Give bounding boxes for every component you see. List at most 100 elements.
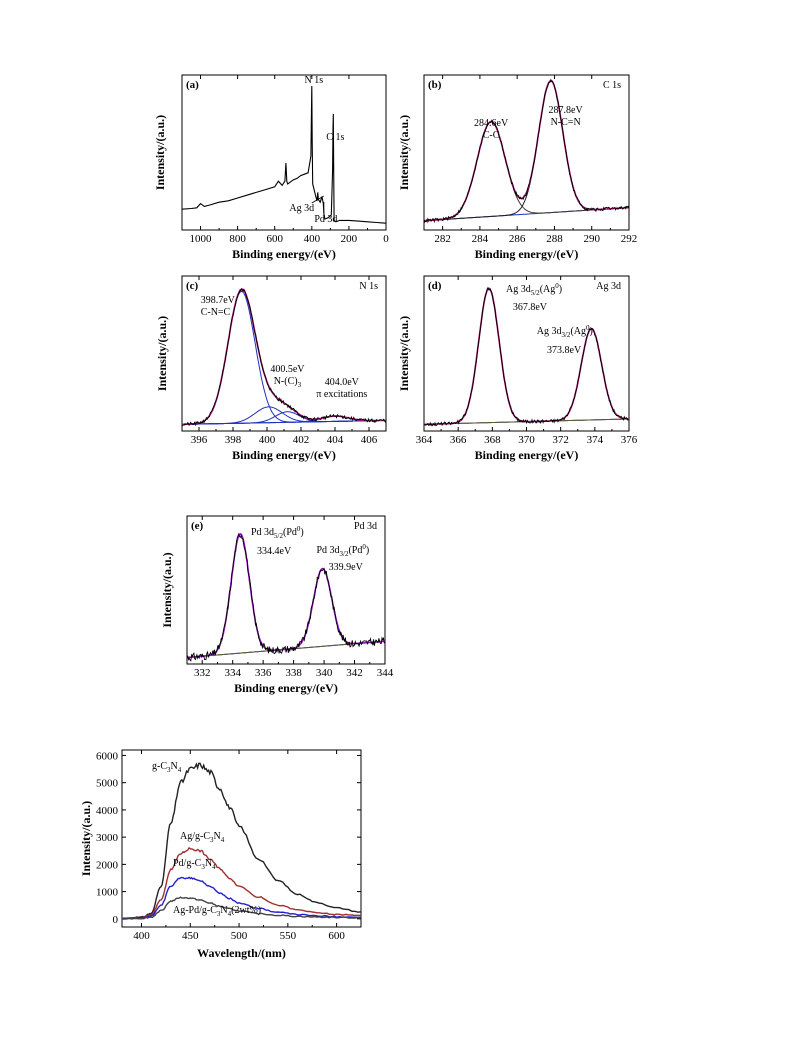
x-tick-label: 400: [304, 233, 321, 245]
fit-component-1: [424, 120, 630, 222]
x-tick-label: 342: [346, 667, 363, 679]
y-axis-label: Intensity/(a.u.): [155, 316, 169, 391]
peak-annotation: 373.8eV: [547, 345, 582, 356]
x-tick-label: 400: [259, 434, 276, 446]
y-tick-label: 2000: [96, 859, 119, 871]
x-tick-label: 376: [621, 434, 638, 446]
peak-annotation: 334.4eV: [257, 546, 292, 557]
x-tick-label: 550: [280, 930, 297, 942]
y-axis-label: Intensity/(a.u.): [79, 801, 93, 876]
x-tick-label: 334: [224, 667, 241, 679]
peak-annotation: Pd 3d5/2(Pd0): [251, 525, 304, 540]
x-tick-label: 366: [450, 434, 467, 446]
peak-annotation: Ag 3d3/2(Ag0): [537, 324, 593, 339]
pd3d-label: Pd 3d: [314, 214, 337, 225]
y-axis-label: Intensity/(a.u.): [397, 316, 411, 391]
peak-annotation: 404.0eV: [325, 377, 360, 388]
x-tick-label: 372: [552, 434, 569, 446]
x-axis-label: Binding energy/(eV): [232, 448, 336, 462]
panel-a: 1000 800 600 400 200 0 Binding energy/(eV) Inte…: [153, 74, 389, 261]
panel-corner-label: N 1s: [359, 281, 378, 292]
x-tick-label: 1000: [190, 233, 213, 245]
series-label: Ag-Pd/g-C3N4(2wt%): [173, 905, 261, 918]
x-tick-label: 340: [316, 667, 333, 679]
x-axis-label: Binding energy/(eV): [475, 247, 579, 261]
series-label: Ag/g-C3N4: [180, 831, 225, 844]
series-label: Pd/g-C3N4: [173, 858, 216, 871]
x-tick-label: 288: [546, 233, 563, 245]
peak-annotation: 367.8eV: [513, 302, 548, 313]
x-tick-label: 286: [509, 233, 526, 245]
x-tick-label: 284: [472, 233, 489, 245]
plot-frame: [181, 74, 387, 231]
peak-annotation: N-C=N: [551, 117, 581, 128]
y-tick-label: 5000: [96, 778, 119, 790]
panel-label: (d): [428, 280, 442, 292]
x-tick-label: 338: [285, 667, 302, 679]
x-tick-label: 290: [583, 233, 600, 245]
x-tick-label: 398: [225, 434, 242, 446]
x-axis-label: Binding energy/(eV): [234, 681, 338, 695]
x-tick-label: 600: [266, 233, 283, 245]
x-tick-label: 374: [587, 434, 604, 446]
raw-data-series: [423, 78, 630, 224]
panel-d: 364 366 368 370 372 374 376 Binding energy/(eV)…: [397, 275, 638, 462]
peak-annotation: N-(C)3: [274, 376, 302, 389]
panel-corner-label: Pd 3d: [354, 521, 377, 532]
x-tick-label: 364: [416, 434, 433, 446]
x-tick-label: 344: [377, 667, 394, 679]
x-axis-label: Binding energy/(eV): [475, 448, 579, 462]
peak-annotation: 284.6eV: [474, 118, 509, 129]
plot-frame: [423, 74, 630, 231]
y-tick-label: 1000: [96, 887, 119, 899]
panel-corner-label: C 1s: [603, 80, 621, 91]
peak-annotation: C-N=C: [201, 307, 231, 318]
panel-b: 282 284 286 288 290 292 Binding energy/(eV) Int…: [397, 74, 637, 261]
panel-corner-label: Ag 3d: [596, 281, 621, 292]
plot-frame: [186, 515, 386, 665]
peak-annotation: Ag 3d5/2(Ag0): [506, 282, 562, 297]
y-tick-label: 0: [113, 914, 119, 926]
x-tick-label: 332: [194, 667, 211, 679]
x-axis-label: Binding energy/(eV): [232, 247, 336, 261]
panel-label: (e): [191, 520, 204, 532]
raw-data-series: [423, 286, 629, 427]
peak-annotation: 339.9eV: [329, 562, 364, 573]
peak-annotation: 400.5eV: [270, 364, 305, 375]
c1s-label: C 1s: [326, 132, 344, 143]
x-tick-label: 336: [255, 667, 272, 679]
peak-annotation: 287.8eV: [549, 105, 584, 116]
pl-series: [121, 846, 362, 920]
x-tick-label: 402: [293, 434, 310, 446]
n1s-label: N 1s: [305, 75, 324, 86]
peak-annotation: 398.7eV: [201, 295, 236, 306]
ag3d-arrow: [311, 195, 324, 204]
x-tick-label: 0: [383, 233, 389, 245]
panel-label: (c): [186, 280, 199, 292]
ag3d-label: Ag 3d: [289, 203, 314, 214]
series-label: g-C3N4: [152, 761, 182, 774]
pl-series: [121, 896, 362, 920]
x-tick-label: 370: [518, 434, 535, 446]
x-tick-label: 404: [327, 434, 344, 446]
survey-series: [181, 85, 387, 224]
x-tick-label: 600: [328, 930, 345, 942]
panel-label: (b): [428, 79, 442, 91]
x-tick-label: 500: [231, 930, 248, 942]
plot-frame: [121, 749, 362, 928]
x-axis-label: Wavelength/(nm): [197, 946, 286, 960]
panel-c: 396 398 400 402 404 406 Binding energy/(eV) Int…: [155, 275, 387, 462]
panel-label: (a): [186, 79, 199, 91]
raw-data-series: [186, 532, 386, 662]
x-tick-label: 450: [182, 930, 199, 942]
x-tick-label: 396: [191, 434, 208, 446]
peak-annotation: Pd 3d3/2(Pd0): [316, 543, 369, 558]
y-tick-label: 6000: [96, 750, 119, 762]
y-tick-label: 3000: [96, 832, 119, 844]
pl-series: [121, 762, 362, 920]
fit-component-2: [424, 80, 630, 222]
panel-e: 332 334 336 338 340 342 344 Binding energy/(eV)…: [160, 515, 394, 695]
peak-annotation: π excitations: [316, 389, 367, 400]
y-tick-label: 4000: [96, 805, 119, 817]
y-axis-label: Intensity/(a.u.): [397, 115, 411, 190]
